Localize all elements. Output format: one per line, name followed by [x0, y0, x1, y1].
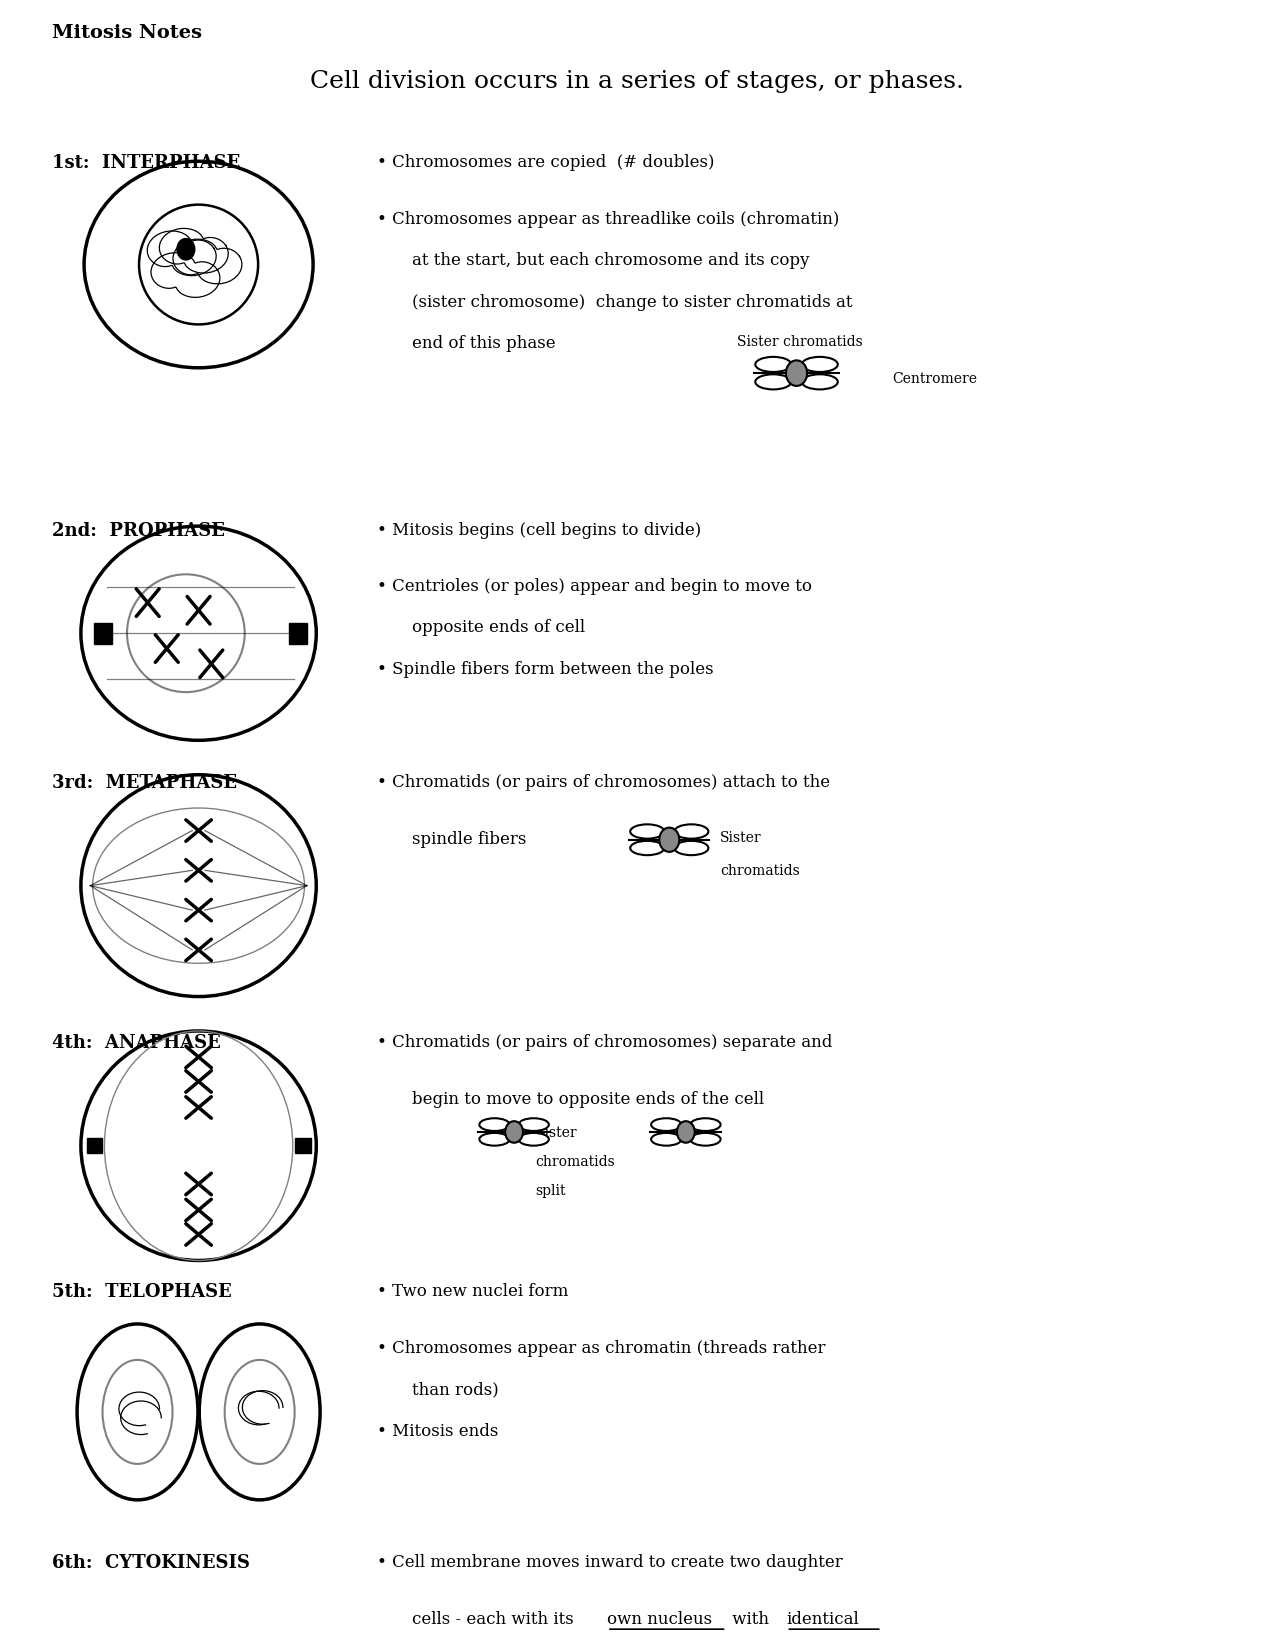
Ellipse shape: [505, 1122, 523, 1143]
Text: • Spindle fibers form between the poles: • Spindle fibers form between the poles: [376, 660, 713, 678]
Ellipse shape: [128, 574, 245, 691]
Ellipse shape: [802, 375, 838, 389]
Ellipse shape: [80, 776, 316, 997]
Text: with: with: [727, 1610, 774, 1629]
Text: Mitosis Notes: Mitosis Notes: [52, 25, 203, 43]
Bar: [87, 1138, 102, 1153]
Text: chromatids: chromatids: [720, 865, 799, 878]
Ellipse shape: [652, 1134, 681, 1145]
Text: • Cell membrane moves inward to create two daughter: • Cell membrane moves inward to create t…: [376, 1554, 843, 1571]
Text: 6th:  CYTOKINESIS: 6th: CYTOKINESIS: [52, 1554, 250, 1572]
Text: Sister: Sister: [536, 1125, 578, 1140]
Ellipse shape: [199, 1323, 320, 1500]
Text: • Chromosomes are copied  (# doubles): • Chromosomes are copied (# doubles): [376, 155, 714, 172]
Ellipse shape: [674, 825, 709, 838]
Text: at the start, but each chromosome and its copy: at the start, but each chromosome and it…: [412, 252, 810, 269]
Ellipse shape: [139, 205, 258, 325]
Text: own nucleus: own nucleus: [607, 1610, 713, 1629]
Ellipse shape: [674, 842, 709, 855]
Ellipse shape: [785, 360, 807, 386]
Ellipse shape: [802, 356, 838, 371]
Ellipse shape: [84, 162, 314, 368]
Text: • Mitosis ends: • Mitosis ends: [376, 1422, 499, 1439]
Ellipse shape: [690, 1134, 720, 1145]
Text: • Chromosomes appear as chromatin (threads rather: • Chromosomes appear as chromatin (threa…: [376, 1340, 825, 1356]
Text: chromatids: chromatids: [536, 1155, 616, 1168]
Text: begin to move to opposite ends of the cell: begin to move to opposite ends of the ce…: [412, 1091, 765, 1107]
Text: 2nd:  PROPHASE: 2nd: PROPHASE: [52, 521, 226, 540]
Ellipse shape: [630, 842, 664, 855]
Text: • Chromatids (or pairs of chromosomes) attach to the: • Chromatids (or pairs of chromosomes) a…: [376, 774, 830, 790]
Text: than rods): than rods): [412, 1381, 499, 1398]
Ellipse shape: [479, 1134, 510, 1145]
Text: Sister chromatids: Sister chromatids: [737, 335, 862, 348]
Ellipse shape: [659, 828, 680, 851]
Ellipse shape: [690, 1119, 720, 1130]
Ellipse shape: [102, 1360, 172, 1464]
Bar: [94, 622, 112, 644]
Ellipse shape: [519, 1134, 548, 1145]
Text: cells - each with its: cells - each with its: [412, 1610, 579, 1629]
Text: 4th:  ANAPHASE: 4th: ANAPHASE: [52, 1035, 221, 1053]
Text: spindle fibers: spindle fibers: [412, 830, 527, 848]
Ellipse shape: [204, 1619, 329, 1650]
Bar: [296, 1138, 311, 1153]
Text: split: split: [536, 1185, 566, 1198]
Ellipse shape: [755, 375, 792, 389]
Text: opposite ends of cell: opposite ends of cell: [412, 619, 585, 637]
Ellipse shape: [677, 1122, 695, 1143]
Ellipse shape: [755, 356, 792, 371]
Circle shape: [177, 239, 195, 261]
Ellipse shape: [479, 1119, 510, 1130]
Ellipse shape: [80, 526, 316, 741]
Bar: [289, 622, 307, 644]
Text: Sister: Sister: [720, 830, 762, 845]
Text: end of this phase: end of this phase: [412, 335, 556, 351]
Ellipse shape: [652, 1119, 681, 1130]
Ellipse shape: [630, 825, 664, 838]
Text: • Chromosomes appear as threadlike coils (chromatin): • Chromosomes appear as threadlike coils…: [376, 211, 839, 228]
Ellipse shape: [224, 1360, 295, 1464]
Ellipse shape: [519, 1119, 548, 1130]
Text: • Two new nuclei form: • Two new nuclei form: [376, 1284, 569, 1300]
Text: identical: identical: [787, 1610, 859, 1629]
Text: (sister chromosome)  change to sister chromatids at: (sister chromosome) change to sister chr…: [412, 294, 853, 310]
Text: • Centrioles (or poles) appear and begin to move to: • Centrioles (or poles) appear and begin…: [376, 578, 812, 596]
Text: Centromere: Centromere: [892, 373, 977, 386]
Text: • Mitosis begins (cell begins to divide): • Mitosis begins (cell begins to divide): [376, 521, 701, 538]
Ellipse shape: [80, 1031, 316, 1261]
Text: Cell division occurs in a series of stages, or phases.: Cell division occurs in a series of stag…: [311, 71, 964, 94]
Text: 1st:  INTERPHASE: 1st: INTERPHASE: [52, 155, 241, 172]
Ellipse shape: [76, 1323, 198, 1500]
Text: • Chromatids (or pairs of chromosomes) separate and: • Chromatids (or pairs of chromosomes) s…: [376, 1035, 833, 1051]
Ellipse shape: [69, 1619, 194, 1650]
Text: 3rd:  METAPHASE: 3rd: METAPHASE: [52, 774, 237, 792]
Text: 5th:  TELOPHASE: 5th: TELOPHASE: [52, 1284, 232, 1302]
